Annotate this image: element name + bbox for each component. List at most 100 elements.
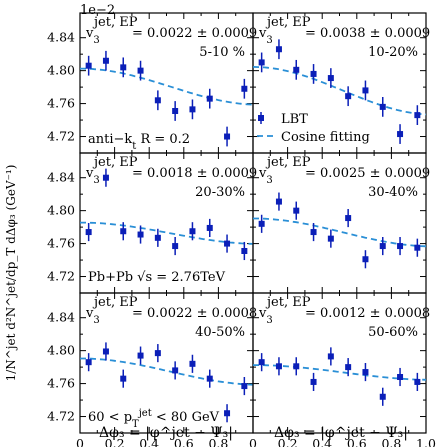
v3-symbol-part: 3 <box>93 315 99 326</box>
legend-label-fit: Cosine fitting <box>281 130 370 145</box>
data-point <box>85 62 92 69</box>
data-point <box>397 131 404 138</box>
data-point <box>293 207 300 214</box>
y-tick-label: 4.72 <box>47 269 75 284</box>
v3-superscript-part: jet, EP <box>265 15 311 30</box>
data-point <box>241 85 248 92</box>
data-point <box>327 235 334 242</box>
v3-symbol-part: v <box>258 306 267 321</box>
x-tick-label: 0 <box>76 436 84 447</box>
jet-algorithm-note-part: anti−k <box>88 132 132 147</box>
data-point <box>189 228 196 235</box>
data-point <box>275 363 282 370</box>
data-point <box>120 375 127 382</box>
data-point <box>362 256 369 263</box>
jet-algorithm-note: anti−kt R = 0.2 <box>88 132 190 152</box>
data-point <box>224 133 231 140</box>
data-point <box>327 75 334 82</box>
data-point <box>206 224 213 231</box>
v3-symbol: v3 <box>85 306 100 326</box>
v3-symbol-part: 3 <box>266 175 272 186</box>
y-tick-label: 4.84 <box>47 170 75 185</box>
centrality-label: 50-60% <box>368 325 418 340</box>
data-point <box>379 103 386 110</box>
jet-algorithm-note-part: t <box>132 141 136 152</box>
v3-value: = 0.0022 ± 0.0008 <box>132 306 257 321</box>
exponent-label: 1e−2 <box>80 3 115 18</box>
pt-range-note: 60 < pTjet < 80 GeV <box>88 408 220 430</box>
v3-symbol-part: v <box>85 166 94 181</box>
v3-symbol-part: v <box>85 306 94 321</box>
v3-symbol: v3 <box>85 166 100 186</box>
data-point <box>206 95 213 102</box>
collision-system-note: Pb+Pb √s = 2.76TeV <box>88 270 226 285</box>
v3-symbol: v3 <box>258 26 273 46</box>
y-tick-label: 4.76 <box>47 96 75 111</box>
x-tick-label: 0.2 <box>278 436 298 447</box>
data-point <box>275 46 282 53</box>
y-tick-label: 4.80 <box>47 343 75 358</box>
data-point <box>258 59 265 66</box>
x-tick-label: 0.2 <box>105 436 125 447</box>
data-point <box>120 228 127 235</box>
v3-symbol: v3 <box>258 166 273 186</box>
v3-value: = 0.0025 ± 0.0009 <box>305 166 430 181</box>
v3-superscript-part: jet, EP <box>92 155 138 170</box>
data-point <box>397 374 404 380</box>
data-point <box>206 375 213 382</box>
v3-superscript: jet, EP <box>92 295 138 310</box>
v3-symbol: v3 <box>85 26 100 46</box>
y-axis-title: 1/N^jet d²N^jet/dp_T dΔφ₃ (GeV⁻¹) <box>4 165 18 382</box>
v3-symbol: v3 <box>258 306 273 326</box>
data-point <box>85 359 92 366</box>
x-tick-label: 0 <box>249 436 257 447</box>
data-point <box>154 97 161 104</box>
y-tick-label: 4.76 <box>47 376 75 391</box>
y-tick-label: 4.72 <box>47 409 75 424</box>
y-tick-label: 4.72 <box>47 129 75 144</box>
data-point <box>137 67 144 74</box>
x-tick-label: 0.8 <box>208 436 228 447</box>
data-point <box>241 383 248 390</box>
v3-symbol-part: v <box>85 26 94 41</box>
cosine-fit-line <box>252 66 427 116</box>
cosine-fit-line <box>80 357 254 386</box>
data-point <box>414 244 421 251</box>
x-tick-label: 0.4 <box>139 436 159 447</box>
data-point <box>137 352 144 359</box>
y-axis-label: 1/N^jet d²N^jet/dp_T dΔφ₃ (GeV⁻¹) <box>4 165 18 382</box>
data-point <box>137 231 144 238</box>
v3-superscript: jet, EP <box>92 15 138 30</box>
data-point <box>379 393 386 400</box>
cosine-fit-line <box>80 67 254 106</box>
x-tick-label: 0.6 <box>347 436 367 447</box>
y-tick-label: 4.84 <box>47 30 75 45</box>
y-tick-label: 4.76 <box>47 236 75 251</box>
data-point <box>414 112 421 119</box>
data-point <box>172 108 179 114</box>
v3-symbol-part: 3 <box>266 35 272 46</box>
v3-symbol-part: v <box>258 26 267 41</box>
data-point <box>258 359 265 366</box>
data-point <box>224 240 231 247</box>
data-point <box>293 66 300 73</box>
jet-algorithm-note-part: R = 0.2 <box>136 132 190 147</box>
centrality-label: 20-30% <box>195 185 245 200</box>
pt-range-note-part: 60 < p <box>88 410 132 425</box>
v3-superscript-part: jet, EP <box>265 155 311 170</box>
x-tick-label: 0.6 <box>174 436 194 447</box>
x-axis-label-left: Δφ₃ = |φ^jet − Ψ₃| <box>99 425 233 441</box>
data-point <box>379 243 386 250</box>
legend-label-lbt: LBT <box>281 112 308 127</box>
x-tick-label: 0.8 <box>381 436 401 447</box>
v3-superscript: jet, EP <box>92 155 138 170</box>
data-point <box>172 243 179 250</box>
v3-superscript-part: jet, EP <box>92 15 138 30</box>
v3-symbol-part: 3 <box>266 315 272 326</box>
x-tick-label: 0.4 <box>312 436 332 447</box>
